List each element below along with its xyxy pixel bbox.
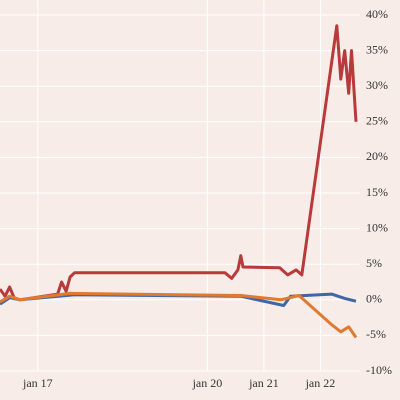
y-tick-label: 10% <box>366 220 388 234</box>
y-tick-label: 20% <box>366 149 388 163</box>
x-tick-label: jan 17 <box>22 376 53 390</box>
x-tick-label: jan 21 <box>248 376 279 390</box>
y-tick-label: -10% <box>366 363 392 377</box>
y-tick-label: 15% <box>366 185 388 199</box>
x-tick-label: jan 22 <box>305 376 336 390</box>
x-tick-label: jan 20 <box>192 376 223 390</box>
y-tick-label: 25% <box>366 114 388 128</box>
y-tick-label: 30% <box>366 78 388 92</box>
y-tick-label: 35% <box>366 42 388 56</box>
y-tick-label: 5% <box>366 256 382 270</box>
y-tick-label: 0% <box>366 292 382 306</box>
y-tick-label: -5% <box>366 327 386 341</box>
series-line <box>0 24 358 302</box>
series-line <box>0 291 358 339</box>
y-tick-label: 40% <box>366 7 388 21</box>
